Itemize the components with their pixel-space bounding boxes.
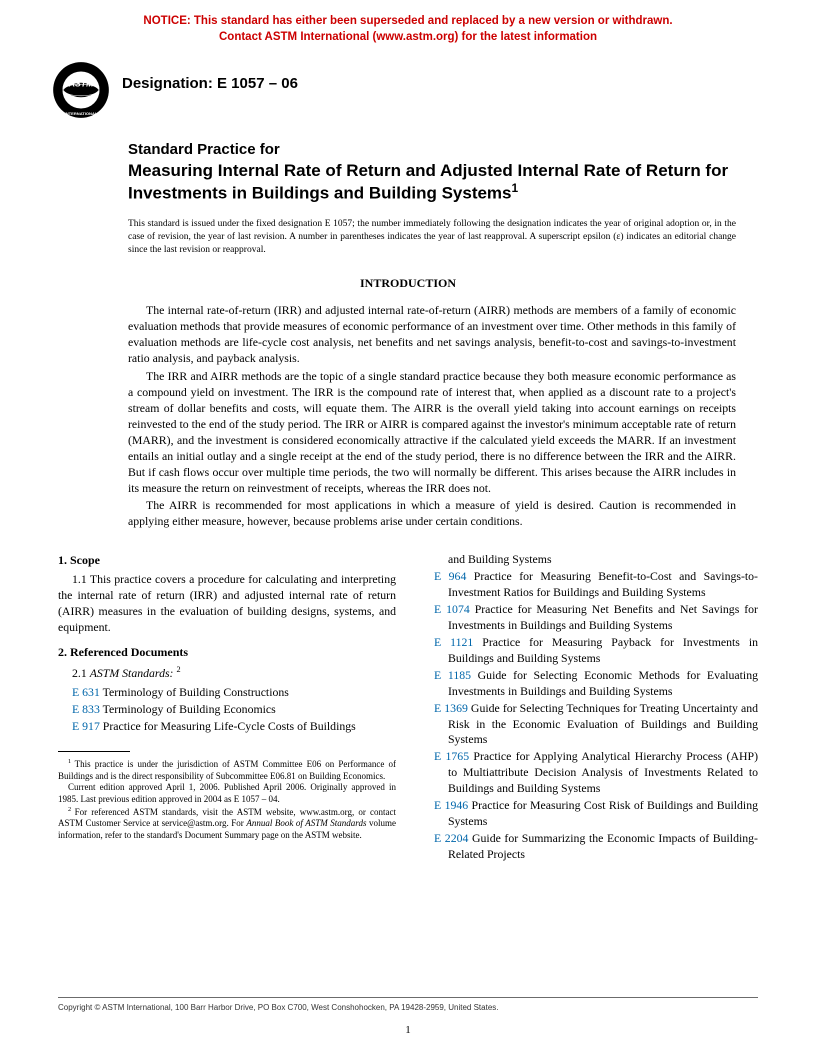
ref-code: E 1121 bbox=[434, 635, 473, 649]
ref-code: E 917 bbox=[72, 719, 100, 733]
title-main: Measuring Internal Rate of Return and Ad… bbox=[128, 160, 746, 204]
ref-title: Practice for Measuring Benefit-to-Cost a… bbox=[448, 569, 758, 599]
ref-title: Terminology of Building Constructions bbox=[100, 685, 289, 699]
notice-banner: NOTICE: This standard has either been su… bbox=[0, 0, 816, 51]
copyright: Copyright © ASTM International, 100 Barr… bbox=[58, 997, 758, 1012]
notice-line1: NOTICE: This standard has either been su… bbox=[143, 15, 672, 27]
ref-item: E 1369 Guide for Selecting Techniques fo… bbox=[420, 701, 758, 749]
ref-title: Practice for Measuring Cost Risk of Buil… bbox=[448, 798, 758, 828]
ref-code: E 1946 bbox=[434, 798, 468, 812]
ref-title: Practice for Measuring Life-Cycle Costs … bbox=[100, 719, 356, 733]
refdocs-sub-num: 2.1 bbox=[72, 666, 87, 680]
designation: Designation: E 1057 – 06 bbox=[122, 75, 298, 106]
ref-title: Guide for Selecting Economic Methods for… bbox=[448, 668, 758, 698]
intro-p3: The AIRR is recommended for most applica… bbox=[128, 498, 736, 530]
ref-item: E 1185 Guide for Selecting Economic Meth… bbox=[420, 668, 758, 700]
footnote-2: 2 For referenced ASTM standards, visit t… bbox=[58, 806, 396, 842]
footnote-rule bbox=[58, 751, 130, 752]
footnote-1: 1 This practice is under the jurisdictio… bbox=[58, 758, 396, 782]
ref-item: E 631 Terminology of Building Constructi… bbox=[58, 685, 396, 701]
ref-title: Practice for Measuring Net Benefits and … bbox=[448, 602, 758, 632]
page-number: 1 bbox=[0, 1024, 816, 1036]
scope-p1: 1.1 This practice covers a procedure for… bbox=[58, 572, 396, 636]
title-prefix: Standard Practice for bbox=[128, 141, 746, 160]
scope-head: 1. Scope bbox=[58, 552, 396, 568]
ref-item: E 1074 Practice for Measuring Net Benefi… bbox=[420, 602, 758, 634]
right-column: and Building Systems E 964 Practice for … bbox=[420, 552, 758, 864]
svg-text:INTERNATIONAL: INTERNATIONAL bbox=[65, 111, 98, 116]
ref-code: E 1185 bbox=[434, 668, 471, 682]
ref-code: E 1765 bbox=[434, 749, 469, 763]
notice-line2: Contact ASTM International (www.astm.org… bbox=[219, 31, 597, 43]
astm-logo: ASTM INTERNATIONAL bbox=[52, 61, 110, 119]
ref-code: E 631 bbox=[72, 685, 100, 699]
ref-title: Practice for Applying Analytical Hierarc… bbox=[448, 749, 758, 795]
refdocs-head: 2. Referenced Documents bbox=[58, 644, 396, 660]
ref-item: E 1765 Practice for Applying Analytical … bbox=[420, 749, 758, 797]
ref-title: Guide for Selecting Techniques for Treat… bbox=[448, 701, 758, 747]
ref-code: E 833 bbox=[72, 702, 100, 716]
refdocs-sub-sup: 2 bbox=[176, 665, 180, 674]
intro-body: The internal rate-of-return (IRR) and ad… bbox=[0, 291, 816, 530]
body-columns: 1. Scope 1.1 This practice covers a proc… bbox=[0, 532, 816, 864]
footnote-1-text: This practice is under the jurisdiction … bbox=[58, 759, 396, 781]
header: ASTM INTERNATIONAL Designation: E 1057 –… bbox=[0, 51, 816, 119]
ref-carry: and Building Systems bbox=[420, 552, 758, 568]
footnote-1b: Current edition approved April 1, 2006. … bbox=[58, 782, 396, 805]
ref-item: E 917 Practice for Measuring Life-Cycle … bbox=[58, 719, 396, 735]
title-sup: 1 bbox=[512, 181, 519, 195]
intro-heading: INTRODUCTION bbox=[0, 256, 816, 291]
intro-p1: The internal rate-of-return (IRR) and ad… bbox=[128, 303, 736, 367]
ref-title: Practice for Measuring Payback for Inves… bbox=[448, 635, 758, 665]
ref-title: Guide for Summarizing the Economic Impac… bbox=[448, 831, 758, 861]
ref-item: E 964 Practice for Measuring Benefit-to-… bbox=[420, 569, 758, 601]
refdocs-sub: 2.1 ASTM Standards: 2 bbox=[58, 664, 396, 682]
issue-note: This standard is issued under the fixed … bbox=[0, 204, 816, 256]
ref-title: Terminology of Building Economics bbox=[100, 702, 276, 716]
footnote-2b: Annual Book of ASTM Standards bbox=[246, 818, 366, 828]
ref-item: E 2204 Guide for Summarizing the Economi… bbox=[420, 831, 758, 863]
ref-item: E 833 Terminology of Building Economics bbox=[58, 702, 396, 718]
ref-item: E 1121 Practice for Measuring Payback fo… bbox=[420, 635, 758, 667]
refdocs-sub-label: ASTM Standards: bbox=[90, 666, 174, 680]
ref-item: E 1946 Practice for Measuring Cost Risk … bbox=[420, 798, 758, 830]
title-block: Standard Practice for Measuring Internal… bbox=[0, 119, 816, 204]
intro-p2: The IRR and AIRR methods are the topic o… bbox=[128, 369, 736, 496]
ref-code: E 1369 bbox=[434, 701, 468, 715]
ref-code: E 2204 bbox=[434, 831, 468, 845]
left-column: 1. Scope 1.1 This practice covers a proc… bbox=[58, 552, 396, 864]
ref-code: E 964 bbox=[434, 569, 466, 583]
ref-code: E 1074 bbox=[434, 602, 470, 616]
svg-text:ASTM: ASTM bbox=[68, 79, 94, 89]
title-text: Measuring Internal Rate of Return and Ad… bbox=[128, 161, 728, 203]
